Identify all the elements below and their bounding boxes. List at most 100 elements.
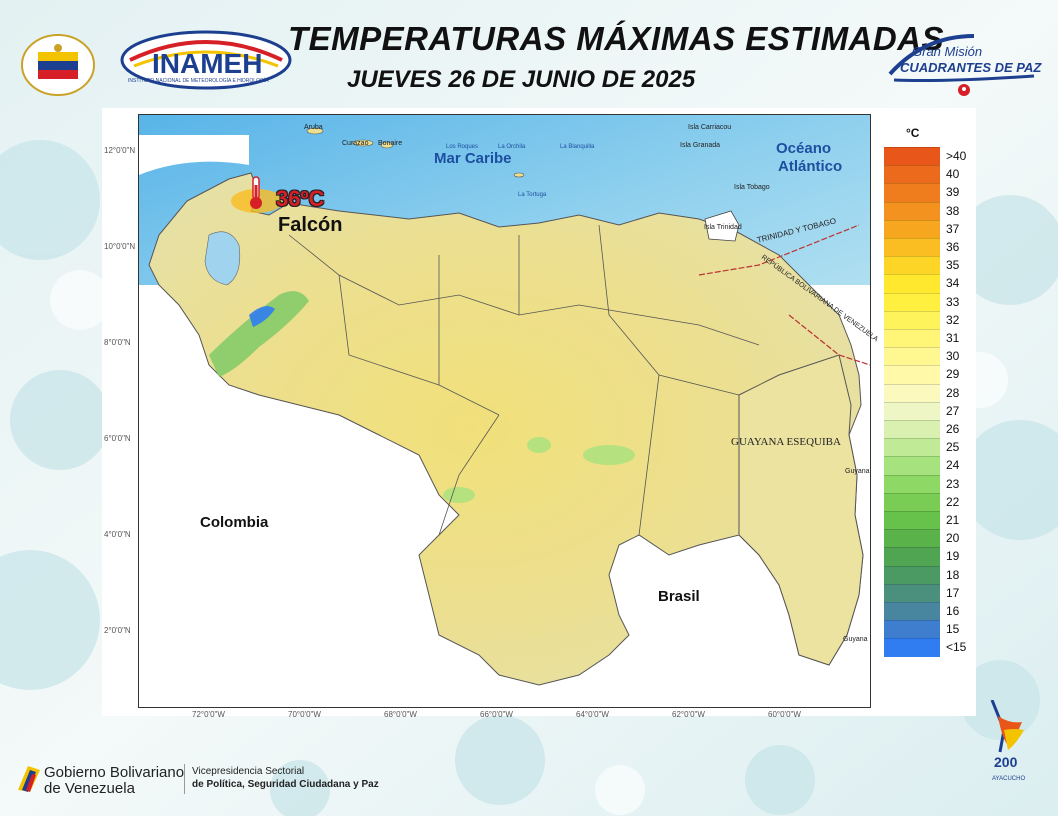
green-patch-3 xyxy=(527,437,551,453)
legend-label: 33 xyxy=(946,294,960,309)
lon-tick: 70°0'0"W xyxy=(288,710,321,719)
label-curazao: Curazao xyxy=(342,140,369,147)
legend-swatch xyxy=(884,602,940,621)
legend-swatch xyxy=(884,638,940,658)
highlight-temperature: 36ºC xyxy=(276,186,325,211)
lon-tick: 60°0'0"W xyxy=(768,710,801,719)
venezuela-flag-icon xyxy=(18,766,40,792)
legend-label: 25 xyxy=(946,440,960,455)
footer-vice-line1: Vicepresidencia Sectorial xyxy=(192,766,305,777)
lon-tick: 66°0'0"W xyxy=(480,710,513,719)
label-oceano-2: Atlántico xyxy=(778,158,843,175)
legend-label: 23 xyxy=(946,476,960,491)
green-patch-2 xyxy=(443,487,475,503)
legend-label: 40 xyxy=(946,167,960,182)
legend-swatch xyxy=(884,401,940,421)
legend-swatch xyxy=(884,310,940,330)
legend-label: 39 xyxy=(946,185,960,200)
footer-gob-line1: Gobierno Bolivariano xyxy=(44,764,185,781)
label-trinidad: Isla Trinidad xyxy=(704,224,742,231)
legend-label: 20 xyxy=(946,531,960,546)
guayana-esequiba-region xyxy=(738,354,864,666)
bicentenario-logo: 200 AYACUCHO xyxy=(986,700,1036,790)
legend-swatch xyxy=(884,329,940,348)
legend-label: 32 xyxy=(946,312,960,327)
legend-label: 38 xyxy=(946,203,960,218)
lat-tick: 4°0'0"N xyxy=(104,530,131,539)
legend-swatch xyxy=(884,383,940,403)
map-svg xyxy=(139,115,870,707)
label-la-orchila: La Orchila xyxy=(498,144,526,150)
label-mar-caribe: Mar Caribe xyxy=(434,150,512,167)
legend-label: 30 xyxy=(946,349,960,364)
legend-label: 21 xyxy=(946,513,960,527)
bicentenario-sub: AYACUCHO xyxy=(992,776,1026,782)
lat-tick: 10°0'0"N xyxy=(104,242,136,251)
lat-tick: 6°0'0"N xyxy=(104,434,131,443)
legend-swatch xyxy=(884,438,940,458)
legend-swatch xyxy=(884,238,940,257)
inameh-wordmark: INAMEH xyxy=(152,48,263,79)
lon-tick: 68°0'0"W xyxy=(384,710,417,719)
legend-label: >40 xyxy=(946,149,967,163)
lon-tick: 64°0'0"W xyxy=(576,710,609,719)
legend-swatch xyxy=(884,365,940,385)
label-oceano-1: Océano xyxy=(776,140,832,157)
legend-swatch xyxy=(884,274,940,294)
legend-swatch xyxy=(884,511,940,530)
legend-swatch xyxy=(884,492,940,512)
green-patch-1 xyxy=(583,445,635,465)
legend-label: 19 xyxy=(946,549,960,564)
footer-separator xyxy=(184,764,185,794)
label-guyana-2: Guyana xyxy=(843,636,868,643)
trinidad-island xyxy=(704,210,740,242)
lat-tick: 2°0'0"N xyxy=(104,626,131,635)
andes-cool-zone xyxy=(209,291,309,377)
legend-unit: °C xyxy=(906,126,920,140)
inameh-logo: INAMEH INSTITUTO NACIONAL DE METEOROLOGÍ… xyxy=(120,30,292,90)
mision-line1: Gran Misión xyxy=(912,44,983,59)
label-la-blanquilla: La Blanquilla xyxy=(560,144,595,150)
lon-tick: 72°0'0"W xyxy=(192,710,225,719)
ministerio-logo xyxy=(21,34,95,96)
label-guyana-1: Guyana xyxy=(845,468,870,475)
legend-label: 35 xyxy=(946,258,960,273)
temperature-map xyxy=(138,114,871,708)
legend-label: 27 xyxy=(946,403,960,418)
legend-swatch xyxy=(884,292,940,312)
maritime-border-2 xyxy=(788,314,870,366)
legend-label: 37 xyxy=(946,221,960,236)
label-guayana-esequiba: GUAYANA ESEQUIBA xyxy=(731,436,841,448)
mision-line2: CUADRANTES DE PAZ xyxy=(900,60,1042,75)
legend-swatch xyxy=(884,474,940,494)
andes-cold-core xyxy=(249,306,275,327)
maritime-border xyxy=(698,224,860,276)
thermometer-icon xyxy=(250,176,262,209)
label-bonaire: Bonaire xyxy=(378,140,403,147)
legend-swatch xyxy=(884,201,940,221)
legend-swatch xyxy=(884,420,940,439)
label-los-roques: Los Roques xyxy=(446,144,479,150)
footer-gob-line2: de Venezuela xyxy=(44,780,135,797)
label-colombia: Colombia xyxy=(200,514,269,531)
legend-label: 15 xyxy=(946,622,960,637)
label-granada: Isla Granada xyxy=(680,142,721,149)
legend-label: 29 xyxy=(946,367,960,382)
legend-swatch xyxy=(884,256,940,276)
label-brasil: Brasil xyxy=(658,588,700,605)
legend-swatch xyxy=(884,219,940,239)
lake-maracaibo xyxy=(204,231,241,286)
lat-tick: 12°0'0"N xyxy=(104,146,136,155)
footer-vice-line2: de Política, Seguridad Ciudadana y Paz xyxy=(192,779,379,790)
legend-swatch xyxy=(884,183,940,203)
caribbean-islands xyxy=(306,127,525,178)
legend-swatch xyxy=(884,347,940,367)
label-aruba: Aruba xyxy=(304,124,323,131)
legend-swatch xyxy=(884,147,940,166)
legend-label: 22 xyxy=(946,494,960,509)
legend-label: 26 xyxy=(946,422,960,436)
legend-swatch xyxy=(884,529,940,549)
label-carriacou: Isla Carriacou xyxy=(688,124,732,131)
legend-swatch xyxy=(884,165,940,185)
legend-label: <15 xyxy=(946,640,967,655)
